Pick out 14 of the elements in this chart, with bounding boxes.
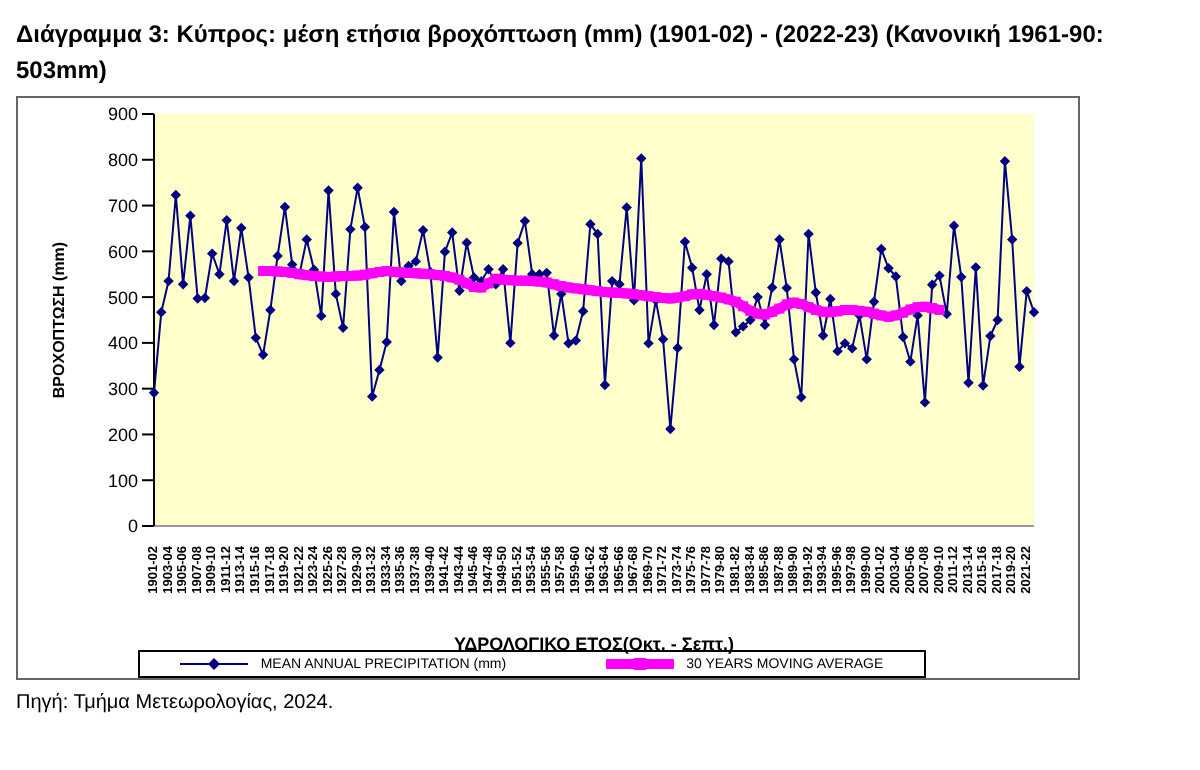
y-tick-label: 800 <box>107 150 138 171</box>
y-tick-label: 200 <box>107 424 138 445</box>
chart-title: Διάγραμμα 3: Κύπρος: μέση ετήσια βροχόπτωση (mm) (1901-02) - (2022-23) (Κανονική 1961-90: 503mm) <box>16 18 1106 88</box>
text: Πηγή: Τμήμα Μετεωρολογίας, 2024. <box>16 692 336 714</box>
y-tick-label: 500 <box>107 287 138 308</box>
x-axis-title: ΥΔΡΟΛΟΓΙΚΟ ΕΤΟΣ(Οκτ. - Σεπτ.) <box>453 634 735 654</box>
y-tick-label: 100 <box>107 470 138 491</box>
y-tick-label: 700 <box>107 195 138 216</box>
y-tick-label: 600 <box>107 241 138 262</box>
y-tick-label: 900 <box>107 104 138 125</box>
y-axis-title: ΒΡΟΧΟΠΤΩΣΗ (mm) <box>49 241 68 399</box>
y-tick-label: 0 <box>127 516 138 537</box>
y-tick-label: 300 <box>107 379 138 400</box>
y-tick-label: 400 <box>107 333 138 354</box>
